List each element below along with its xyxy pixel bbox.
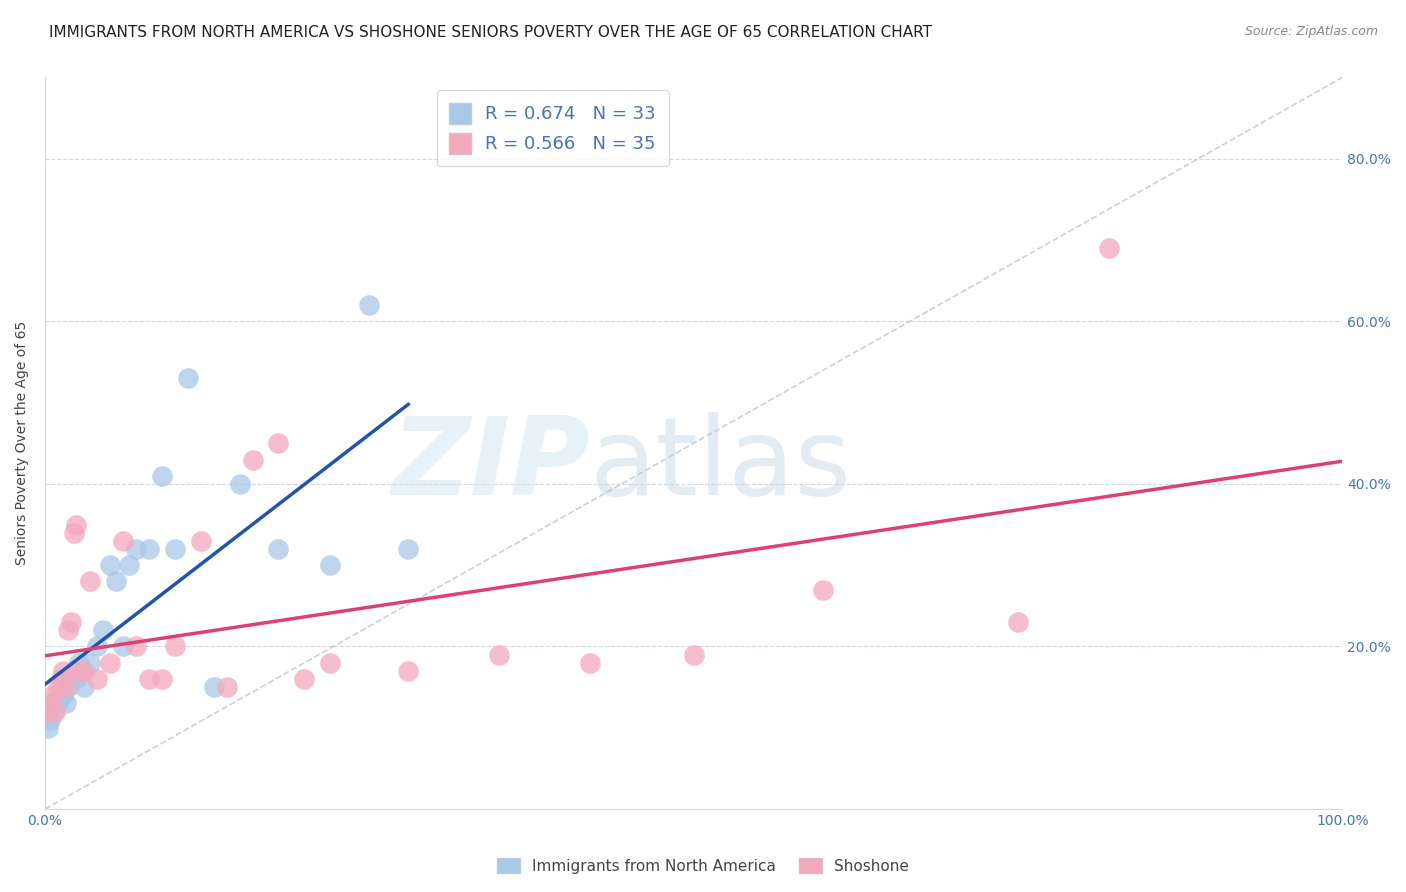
Point	[58, 624, 80, 638]
Point	[70, 664, 93, 678]
Point	[52, 688, 75, 702]
Y-axis label: Seniors Poverty Over the Age of 65: Seniors Poverty Over the Age of 65	[15, 321, 30, 566]
Point	[62, 525, 84, 540]
Point	[150, 468, 173, 483]
Point	[67, 656, 90, 670]
Point	[294, 672, 316, 686]
Point	[150, 672, 173, 686]
Point	[138, 541, 160, 556]
Point	[59, 615, 82, 629]
Point	[267, 541, 290, 556]
Legend: R = 0.674   N = 33, R = 0.566   N = 35: R = 0.674 N = 33, R = 0.566 N = 35	[437, 90, 669, 166]
Point	[228, 476, 250, 491]
Point	[79, 574, 101, 589]
Point	[67, 664, 90, 678]
Point	[42, 688, 65, 702]
Point	[37, 721, 59, 735]
Point	[46, 697, 69, 711]
Point	[488, 648, 510, 662]
Point	[86, 640, 108, 654]
Point	[46, 680, 69, 694]
Point	[73, 664, 96, 678]
Point	[682, 648, 704, 662]
Point	[93, 624, 115, 638]
Point	[86, 672, 108, 686]
Point	[111, 533, 134, 548]
Text: Source: ZipAtlas.com: Source: ZipAtlas.com	[1244, 25, 1378, 38]
Text: ZIP: ZIP	[391, 412, 591, 518]
Point	[98, 656, 121, 670]
Point	[65, 517, 87, 532]
Point	[163, 640, 186, 654]
Point	[79, 656, 101, 670]
Text: atlas: atlas	[591, 412, 852, 518]
Point	[39, 697, 62, 711]
Point	[73, 680, 96, 694]
Point	[118, 558, 141, 573]
Point	[163, 541, 186, 556]
Point	[39, 713, 62, 727]
Point	[1098, 241, 1121, 255]
Point	[359, 298, 381, 312]
Point	[44, 697, 66, 711]
Point	[319, 558, 342, 573]
Point	[1007, 615, 1029, 629]
Point	[37, 705, 59, 719]
Point	[190, 533, 212, 548]
Point	[396, 664, 419, 678]
Point	[813, 582, 835, 597]
Point	[98, 558, 121, 573]
Point	[65, 672, 87, 686]
Point	[267, 436, 290, 450]
Point	[242, 452, 264, 467]
Point	[215, 680, 238, 694]
Point	[105, 574, 128, 589]
Point	[202, 680, 225, 694]
Point	[55, 697, 77, 711]
Legend: Immigrants from North America, Shoshone: Immigrants from North America, Shoshone	[491, 852, 915, 880]
Point	[138, 672, 160, 686]
Point	[52, 664, 75, 678]
Point	[42, 705, 65, 719]
Text: IMMIGRANTS FROM NORTH AMERICA VS SHOSHONE SENIORS POVERTY OVER THE AGE OF 65 COR: IMMIGRANTS FROM NORTH AMERICA VS SHOSHON…	[49, 25, 932, 40]
Point	[125, 640, 148, 654]
Point	[44, 705, 66, 719]
Point	[111, 640, 134, 654]
Point	[579, 656, 602, 670]
Point	[55, 680, 77, 694]
Point	[62, 664, 84, 678]
Point	[49, 688, 72, 702]
Point	[59, 672, 82, 686]
Point	[58, 680, 80, 694]
Point	[176, 371, 198, 385]
Point	[319, 656, 342, 670]
Point	[125, 541, 148, 556]
Point	[49, 672, 72, 686]
Point	[396, 541, 419, 556]
